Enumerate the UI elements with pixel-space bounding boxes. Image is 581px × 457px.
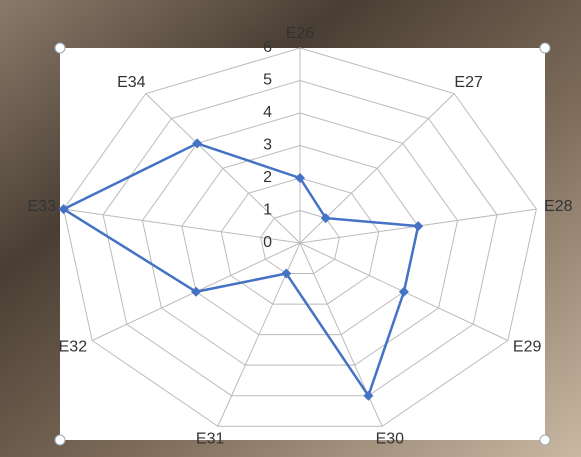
handle[interactable]	[55, 435, 65, 445]
y-tick-label: 4	[263, 104, 272, 121]
page: E26E27E28E29E30E31E32E33E340123456 (() =…	[0, 0, 581, 457]
category-label: E27	[454, 74, 483, 91]
y-tick-label: 5	[263, 72, 272, 89]
y-tick-label: 0	[263, 234, 272, 251]
category-label: E34	[117, 74, 146, 91]
handle[interactable]	[540, 43, 550, 53]
y-tick-label: 6	[263, 39, 272, 56]
category-label: E26	[286, 25, 315, 42]
y-tick-label: 2	[263, 169, 272, 186]
chart: E26 E27 E28 E29 E30 E31 E32 E33 E34 0 1 2 3 4 5 6	[0, 0, 581, 457]
handle[interactable]	[540, 435, 550, 445]
y-tick-label: 3	[263, 137, 272, 154]
category-label: E28	[544, 198, 573, 215]
handle[interactable]	[55, 43, 65, 53]
category-label: E33	[28, 198, 57, 215]
category-label: E32	[59, 339, 88, 356]
category-label: E29	[513, 339, 542, 356]
category-label: E31	[196, 431, 225, 448]
y-tick-label: 1	[263, 202, 272, 219]
category-label: E30	[376, 431, 405, 448]
